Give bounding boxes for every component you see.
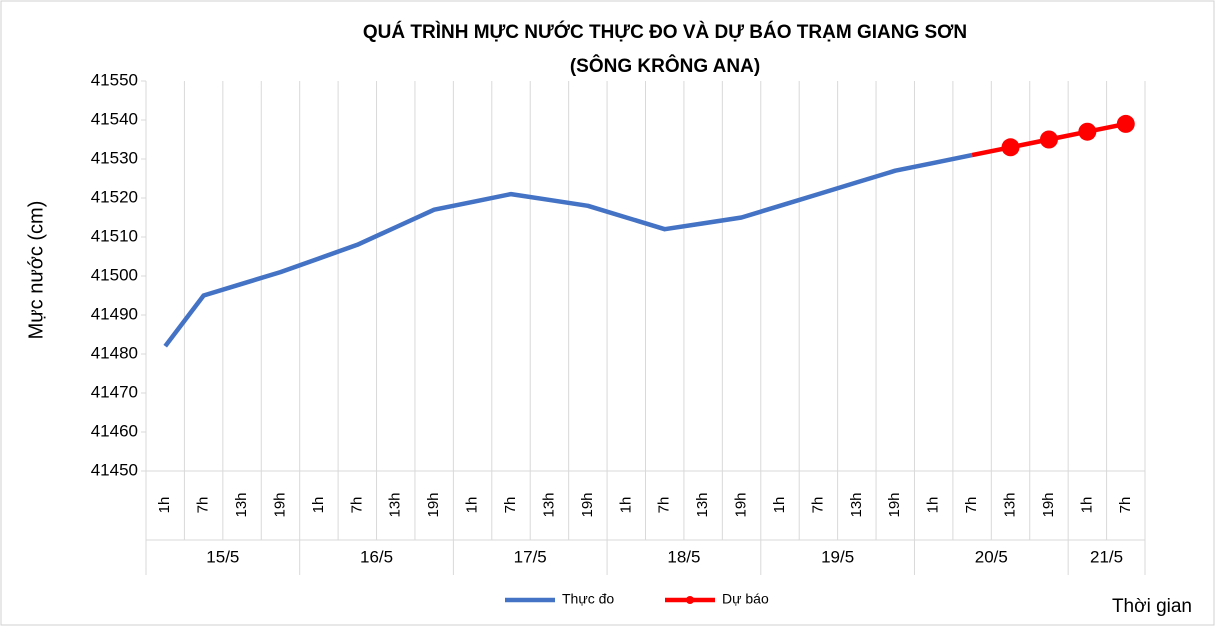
series-marker xyxy=(1078,122,1097,141)
y-tick-label: 41490 xyxy=(91,304,138,323)
x-tick-label: 1h xyxy=(925,497,942,514)
x-tick-label: 1h xyxy=(771,497,788,514)
x-tick-label: 7h xyxy=(963,497,980,514)
y-axis-label: Mực nước (cm) xyxy=(25,201,47,340)
x-tick-label: 13h xyxy=(233,492,250,517)
y-tick-label: 41480 xyxy=(91,343,138,362)
y-tick-label: 41530 xyxy=(91,148,138,167)
group-label: 20/5 xyxy=(975,547,1008,566)
x-tick-label: 13h xyxy=(848,492,865,517)
x-tick-label: 1h xyxy=(1078,497,1095,514)
x-axis-label: Thời gian xyxy=(1112,596,1192,617)
chart-title: QUÁ TRÌNH MỰC NƯỚC THỰC ĐO VÀ DỰ BÁO TRẠ… xyxy=(363,21,967,43)
x-tick-label: 1h xyxy=(156,497,173,514)
x-tick-label: 7h xyxy=(502,497,519,514)
y-tick-label: 41550 xyxy=(91,70,138,89)
y-tick-label: 41470 xyxy=(91,382,138,401)
chart-subtitle: (SÔNG KRÔNG ANA) xyxy=(570,55,760,77)
x-tick-label: 13h xyxy=(694,492,711,517)
x-tick-label: 19h xyxy=(425,492,442,517)
x-tick-label: 7h xyxy=(195,497,212,514)
x-tick-label: 19h xyxy=(271,492,288,517)
x-tick-label: 19h xyxy=(733,492,750,517)
legend-label: Dự báo xyxy=(722,591,769,607)
x-tick-label: 7h xyxy=(809,497,826,514)
x-tick-label: 1h xyxy=(617,497,634,514)
y-tick-label: 41460 xyxy=(91,421,138,440)
y-tick-label: 41500 xyxy=(91,265,138,284)
x-tick-label: 1h xyxy=(464,497,481,514)
x-tick-label: 19h xyxy=(1040,492,1057,517)
series-marker xyxy=(1116,114,1135,133)
x-tick-label: 7h xyxy=(656,497,673,514)
legend-label: Thực đo xyxy=(562,591,614,607)
x-tick-label: 19h xyxy=(579,492,596,517)
y-tick-label: 41540 xyxy=(91,109,138,128)
legend-marker xyxy=(686,596,694,604)
y-tick-label: 41450 xyxy=(91,460,138,479)
group-label: 21/5 xyxy=(1090,547,1123,566)
group-label: 18/5 xyxy=(667,547,700,566)
group-label: 16/5 xyxy=(360,547,393,566)
x-tick-label: 13h xyxy=(540,492,557,517)
series-marker xyxy=(1039,130,1058,149)
y-tick-label: 41510 xyxy=(91,226,138,245)
series-line xyxy=(163,152,973,348)
x-tick-label: 19h xyxy=(886,492,903,517)
y-tick-label: 41520 xyxy=(91,187,138,206)
group-label: 19/5 xyxy=(821,547,854,566)
group-label: 17/5 xyxy=(514,547,547,566)
x-tick-label: 13h xyxy=(387,492,404,517)
x-tick-label: 13h xyxy=(1001,492,1018,517)
series-marker xyxy=(1001,138,1020,157)
x-tick-label: 1h xyxy=(310,497,327,514)
x-tick-label: 7h xyxy=(1117,497,1134,514)
x-tick-label: 7h xyxy=(348,497,365,514)
group-label: 15/5 xyxy=(206,547,239,566)
